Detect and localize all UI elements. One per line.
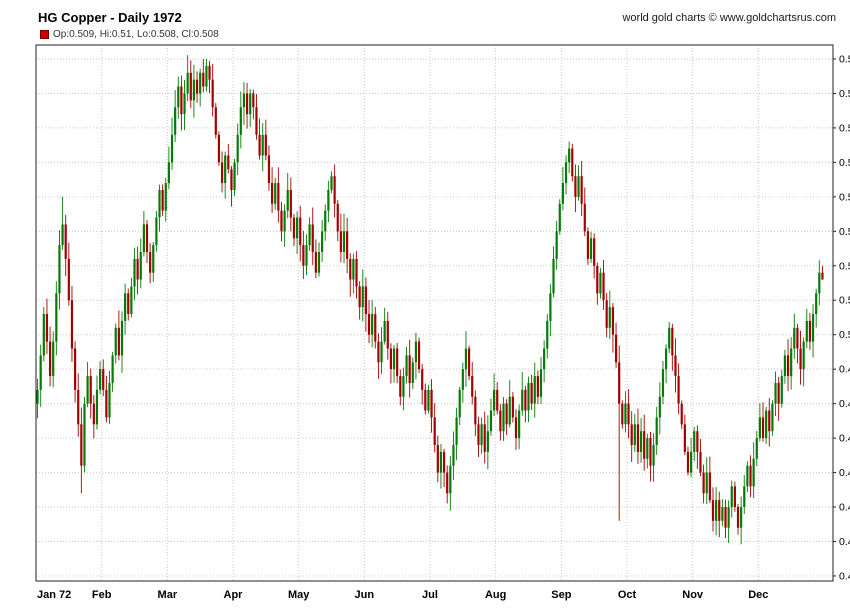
svg-text:0.520: 0.520 — [839, 191, 850, 203]
svg-text:Jan 72: Jan 72 — [37, 589, 71, 601]
svg-text:0.505: 0.505 — [839, 295, 850, 307]
candle-swatch-icon — [40, 30, 49, 39]
ohlc-legend-text: Op:0.509, Hi:0.51, Lo:0.508, Cl:0.508 — [53, 29, 219, 40]
candlestick-chart: 0.465 0.470 0.475 0.480 0.485 0.490 0.495 0.500… — [35, 44, 850, 601]
page-title: HG Copper - Daily 1972 — [38, 10, 182, 25]
svg-text:0.475: 0.475 — [839, 502, 850, 514]
svg-text:0.540: 0.540 — [839, 53, 850, 65]
svg-text:0.500: 0.500 — [839, 329, 850, 341]
svg-text:0.485: 0.485 — [839, 433, 850, 445]
svg-text:Jul: Jul — [422, 589, 438, 601]
svg-text:Dec: Dec — [748, 589, 768, 601]
svg-text:0.465: 0.465 — [839, 570, 850, 582]
watermark-text: world gold charts © www.goldchartsrus.co… — [622, 12, 836, 24]
svg-text:Sep: Sep — [551, 589, 571, 601]
svg-text:Feb: Feb — [92, 589, 112, 601]
svg-text:0.530: 0.530 — [839, 122, 850, 134]
svg-text:0.470: 0.470 — [839, 536, 850, 548]
plot-frame — [35, 44, 834, 582]
svg-text:0.510: 0.510 — [839, 260, 850, 272]
candles — [36, 55, 824, 545]
svg-text:Mar: Mar — [158, 589, 178, 601]
chart-header: HG Copper - Daily 1972 world gold charts… — [0, 0, 850, 28]
svg-text:May: May — [288, 589, 310, 601]
svg-text:Aug: Aug — [485, 589, 506, 601]
svg-text:0.535: 0.535 — [839, 88, 850, 100]
svg-text:0.525: 0.525 — [839, 157, 850, 169]
x-axis-labels: Jan 72 Feb Mar Apr May Jun Jul Aug Sep Oct Nov Dec — [37, 589, 768, 601]
ohlc-legend: Op:0.509, Hi:0.51, Lo:0.508, Cl:0.508 — [40, 29, 219, 40]
svg-text:0.480: 0.480 — [839, 467, 850, 479]
svg-text:0.495: 0.495 — [839, 364, 850, 376]
svg-text:Nov: Nov — [682, 589, 704, 601]
svg-text:Oct: Oct — [618, 589, 637, 601]
svg-text:Apr: Apr — [224, 589, 244, 601]
svg-text:0.490: 0.490 — [839, 398, 850, 410]
svg-text:0.515: 0.515 — [839, 226, 850, 238]
svg-text:Jun: Jun — [355, 589, 375, 601]
y-axis-labels: 0.465 0.470 0.475 0.480 0.485 0.490 0.495 0.500… — [833, 53, 850, 582]
